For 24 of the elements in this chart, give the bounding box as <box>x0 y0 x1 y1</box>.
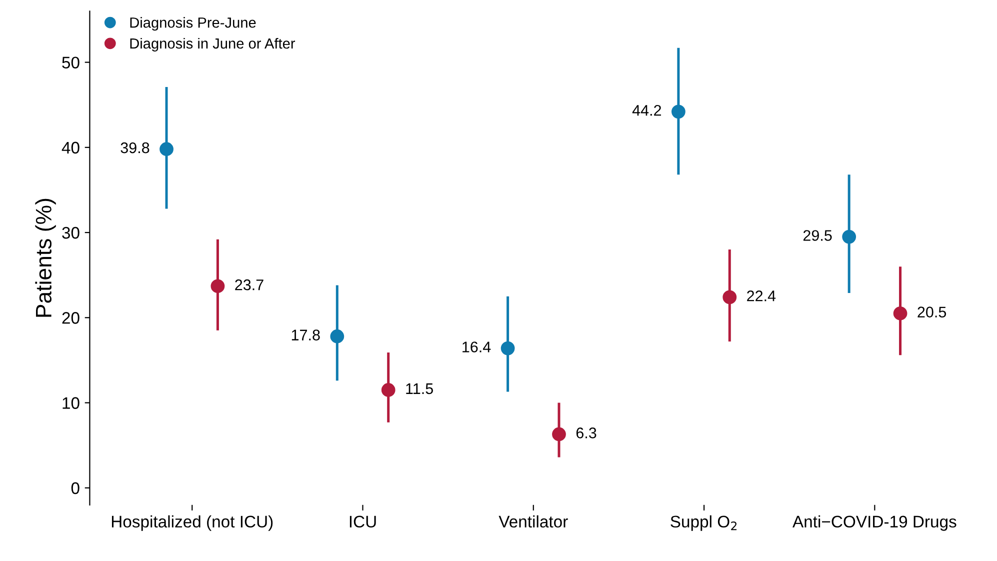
x-tick-label: Suppl O$_{2}$ <box>670 515 737 531</box>
y-tick-label: 20 <box>62 312 80 324</box>
data-label: 44.2 <box>632 104 662 116</box>
y-tick-label: 10 <box>62 397 80 409</box>
y-axis-title: Patients (%) <box>35 198 56 317</box>
data-label: 17.8 <box>292 330 320 340</box>
x-tick-label: Anti−COVID-19 Drugs <box>792 515 956 531</box>
y-tick-label: 50 <box>62 56 80 68</box>
y-tick-label: 30 <box>62 226 80 239</box>
data-label: 23.7 <box>235 279 264 290</box>
data-label: 20.5 <box>918 306 946 318</box>
data-label: 11.5 <box>406 383 433 394</box>
legend-label: Diagnosis Pre-June <box>130 17 256 31</box>
data-label: 16.4 <box>462 342 491 352</box>
y-tick-label: 0 <box>71 482 80 494</box>
x-tick-label: Ventilator <box>498 515 568 528</box>
x-tick-label: Hospitalized (not ICU) <box>112 515 273 531</box>
data-label: 39.8 <box>120 142 150 154</box>
y-tick-label: 40 <box>62 142 80 154</box>
legend-label: Diagnosis in June or After <box>130 38 296 52</box>
data-label: 22.4 <box>747 290 776 302</box>
data-label: 29.5 <box>803 230 832 241</box>
data-label: 6.3 <box>576 428 596 438</box>
x-tick-label: ICU <box>350 516 376 528</box>
